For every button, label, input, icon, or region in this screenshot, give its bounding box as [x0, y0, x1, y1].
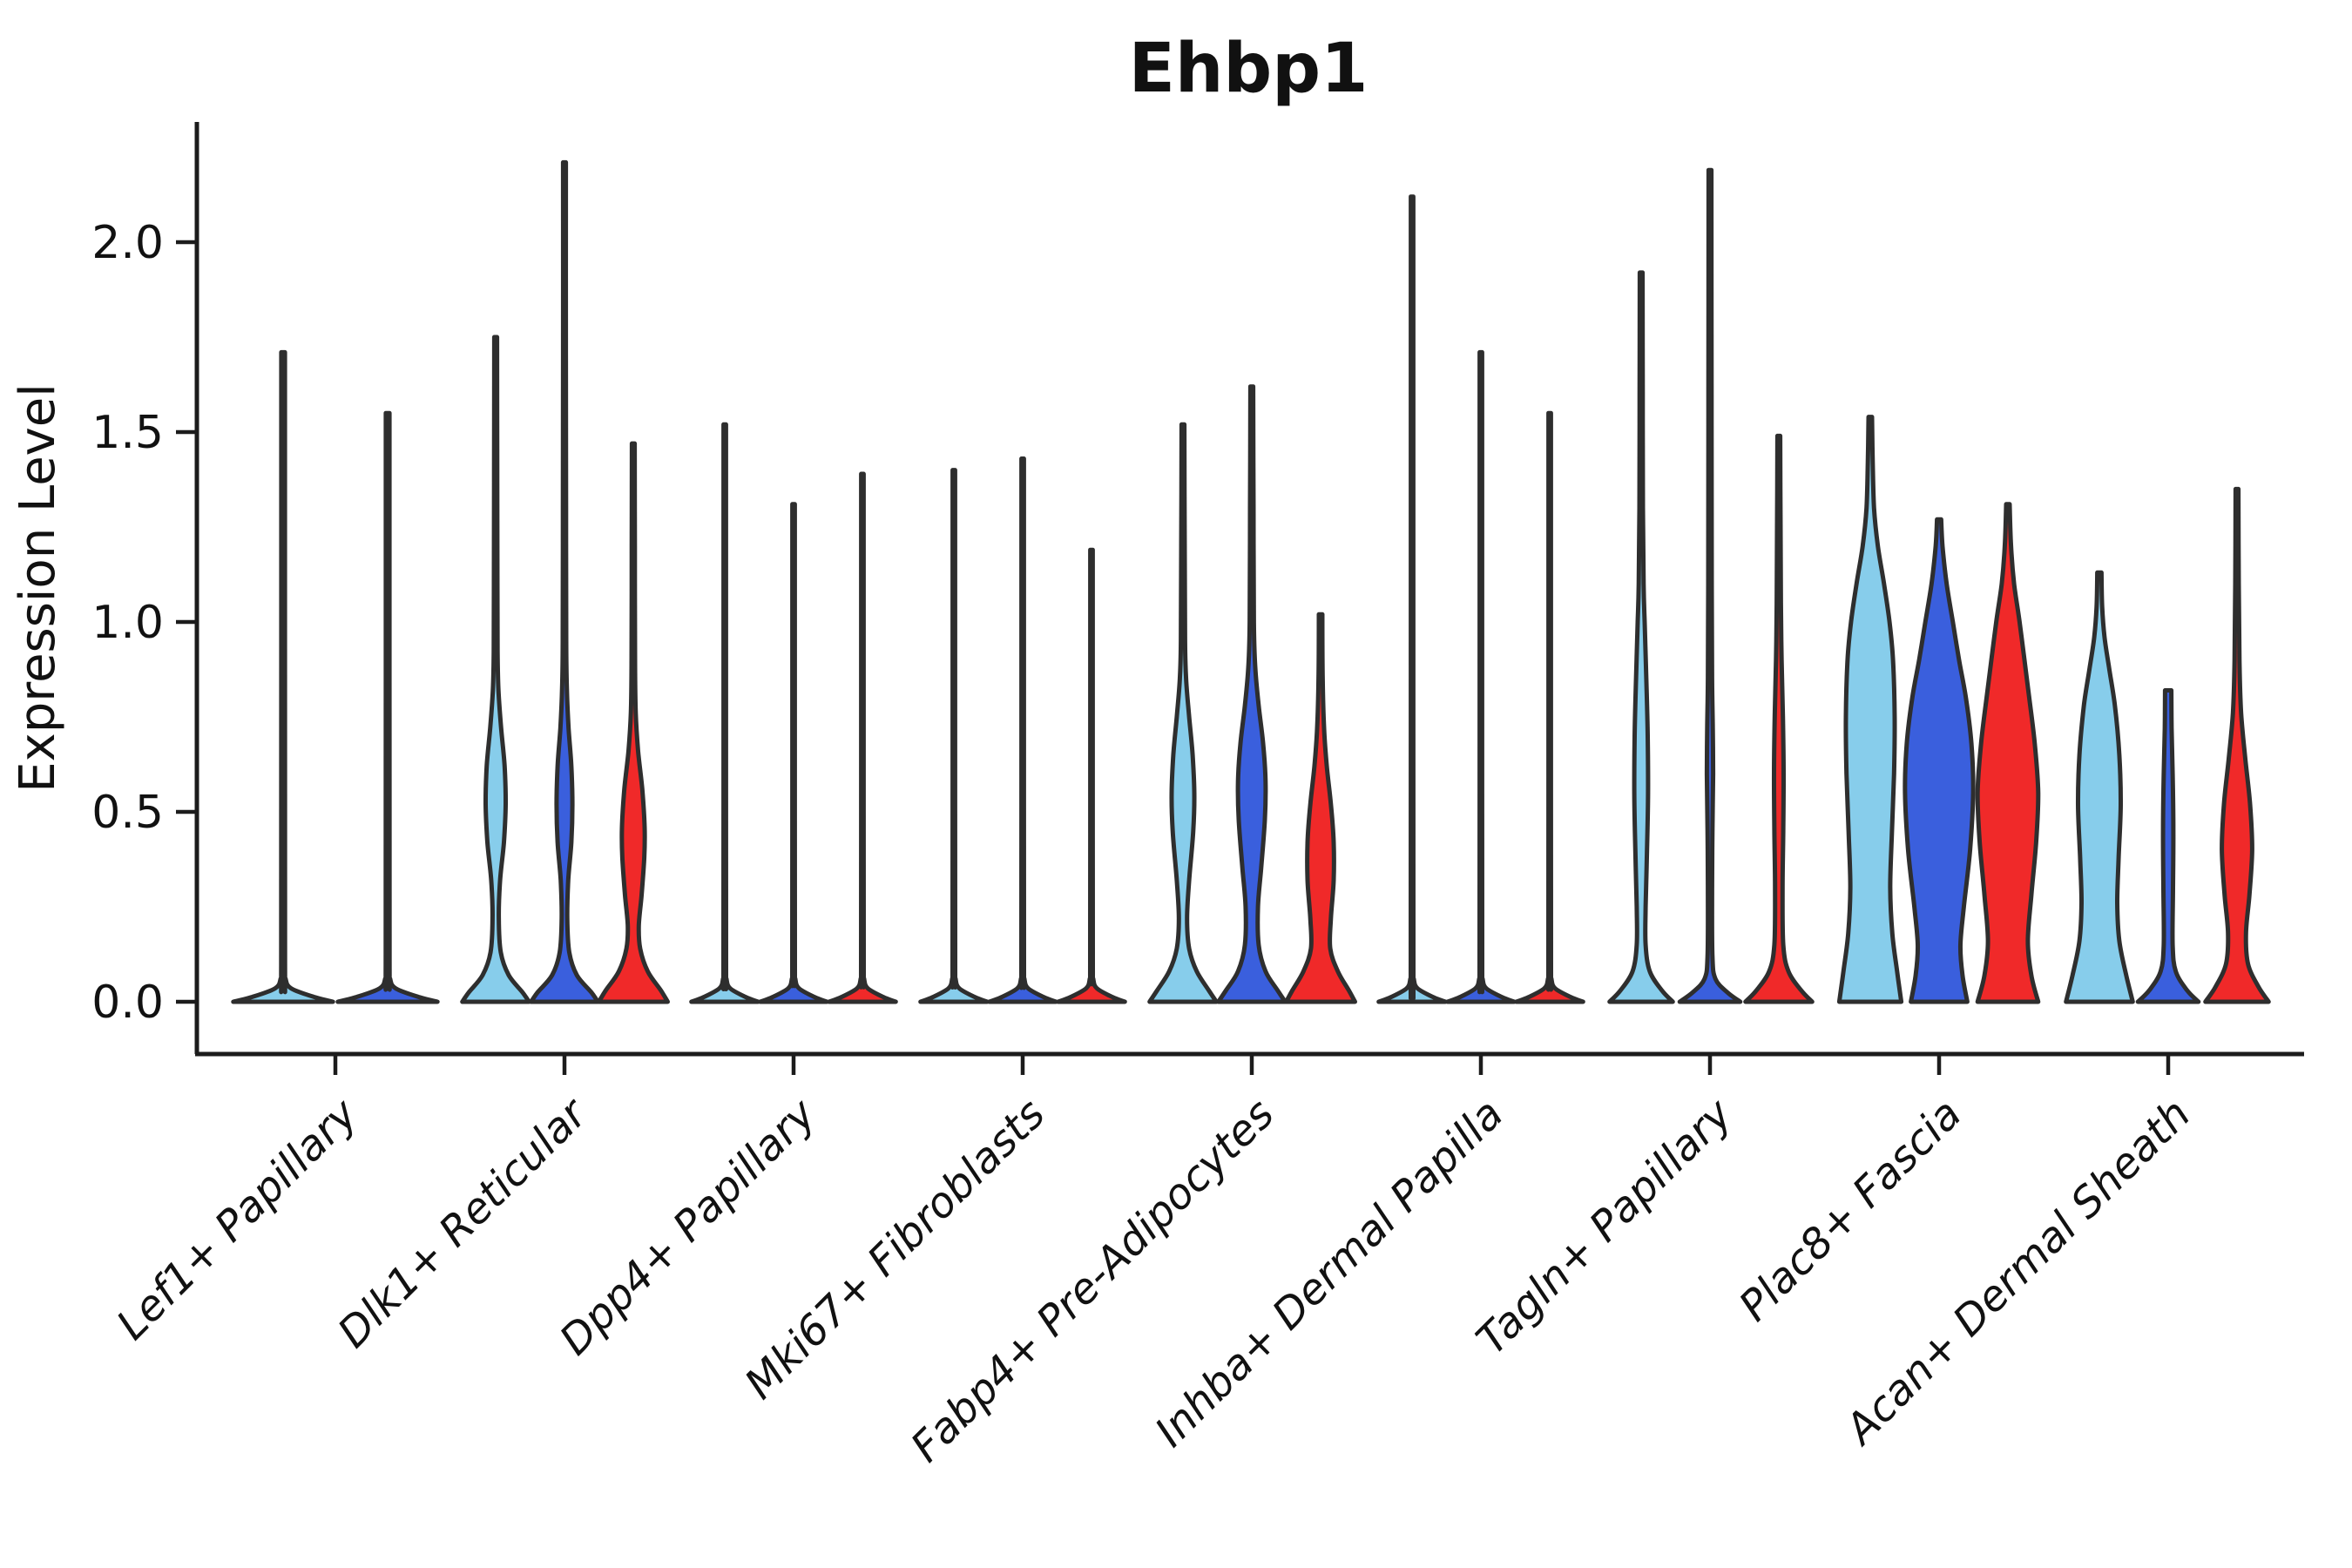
violin-lef1-papillary-split1 — [231, 349, 335, 1004]
y-tick-label: 1.0 — [91, 597, 164, 649]
violin-inhba-dermal-papilla-split1 — [1376, 194, 1448, 1004]
y-tick-label: 1.5 — [91, 407, 164, 459]
violin-fabp4-pre-adipocytes-split2 — [1216, 384, 1288, 1004]
violin-dpp4-papillary-split1 — [689, 422, 760, 1004]
violin-series — [231, 159, 2271, 1004]
violin-tagln-papillary-split3 — [1743, 433, 1815, 1004]
violin-plac8-fascia-split1 — [1836, 415, 1904, 1004]
x-category-label-dlk1-reticular: Dlk1+ Reticular — [328, 1088, 598, 1358]
y-tick-label: 2.0 — [91, 217, 164, 269]
violin-mki67-fibroblasts-split2 — [987, 456, 1058, 1004]
x-category-label-tagln-papillary: Tagln+ Papillary — [1467, 1089, 1742, 1364]
violin-fabp4-pre-adipocytes-split1 — [1147, 422, 1219, 1004]
violin-plac8-fascia-split2 — [1903, 517, 1976, 1004]
violin-inhba-dermal-papilla-split3 — [1514, 410, 1585, 1004]
x-category-label-lef1-papillary: Lef1+ Papillary — [107, 1089, 368, 1349]
y-axis-ticks: 0.0 0.5 1.0 1.5 2.0 — [91, 217, 197, 1029]
violin-mki67-fibroblasts-split1 — [918, 468, 990, 1004]
violin-inhba-dermal-papilla-split2 — [1445, 349, 1517, 1004]
x-category-label-dpp4-papillary: Dpp4+ Papillary — [551, 1089, 826, 1364]
violin-tagln-papillary-split1 — [1607, 270, 1675, 1004]
y-axis-label: Expression Level — [10, 383, 66, 793]
violin-dlk1-reticular-split2 — [529, 159, 600, 1004]
axes-spines — [194, 122, 2304, 1057]
violin-dpp4-papillary-split3 — [827, 471, 898, 1004]
y-tick-label: 0.5 — [91, 787, 164, 839]
x-category-label-fabp4-pre-adipocytes: Fabp4+ Pre-Adipocytes — [902, 1090, 1284, 1472]
y-tick-label: 0.0 — [91, 977, 164, 1029]
violin-fabp4-pre-adipocytes-split3 — [1284, 612, 1357, 1004]
x-category-label-plac8-fascia: Plac8+ Fascia — [1730, 1090, 1971, 1331]
violin-acan-dermal-sheath-split2 — [2135, 688, 2201, 1004]
violin-tagln-papillary-split2 — [1677, 167, 1743, 1004]
chart-title: Ehbp1 — [1129, 30, 1369, 108]
violin-acan-dermal-sheath-split3 — [2203, 486, 2271, 1004]
violin-lef1-papillary-split2 — [335, 410, 440, 1004]
violin-acan-dermal-sheath-split1 — [2064, 570, 2135, 1004]
violin-dlk1-reticular-split1 — [460, 335, 531, 1004]
violin-dpp4-papillary-split2 — [758, 502, 829, 1004]
violin-dlk1-reticular-split3 — [597, 441, 670, 1004]
violin-plac8-fascia-split3 — [1975, 502, 2041, 1004]
violin-mki67-fibroblasts-split3 — [1056, 547, 1127, 1004]
